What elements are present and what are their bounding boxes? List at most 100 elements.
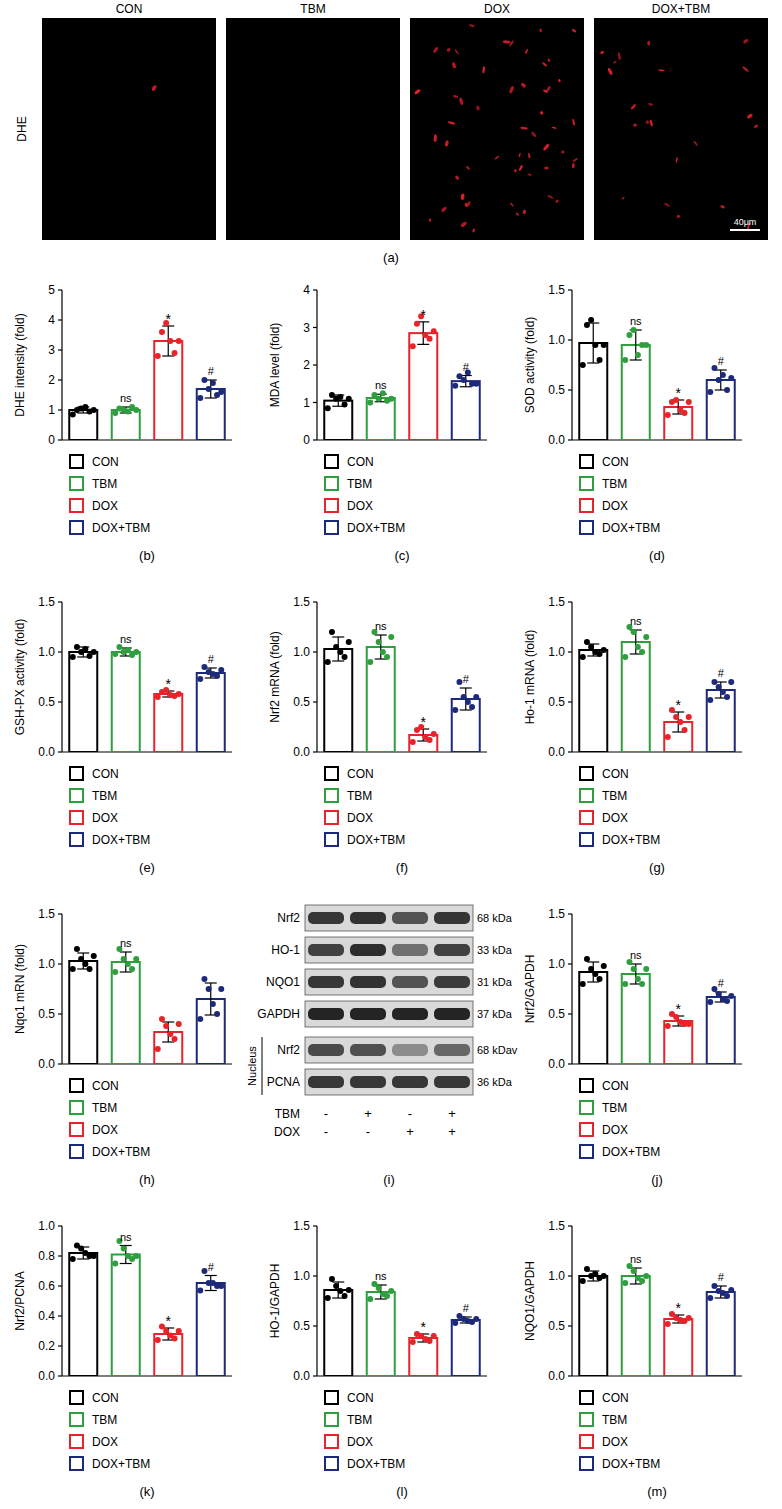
dhe-signal [742,38,749,44]
y-tick-label: 0.5 [293,695,310,709]
significance: ns [120,392,132,404]
treatment-sign: + [406,1124,414,1139]
dhe-signal [453,95,459,99]
data-point [427,737,433,743]
data-point [724,694,730,700]
y-tick [568,1225,572,1226]
data-point [580,362,586,368]
blot-protein: GAPDH [257,1007,300,1021]
data-point [129,966,135,972]
y-tick [58,1063,62,1064]
bar [707,997,735,1064]
data-point [639,1278,645,1284]
y-axis [571,602,572,752]
legend-label: CON [602,1079,629,1093]
data-point [155,1046,161,1052]
blot-strip [305,1069,473,1095]
data-point [91,407,97,413]
legend-swatch [580,1145,593,1158]
data-point [452,383,458,389]
data-point [197,1016,203,1022]
y-tick [58,379,62,380]
chart: 0.00.51.01.5Nrf2/GAPDHns*#CONTBMDOXDOX+T… [523,907,742,1187]
data-point [584,956,590,962]
dhe-signal [720,205,725,209]
y-tick-label: 0.8 [38,1249,55,1263]
data-point [133,1253,139,1259]
legend-swatch [70,1079,83,1092]
bar [579,972,607,1064]
dhe-signal [441,206,448,213]
y-tick [568,913,572,914]
marks [324,313,480,440]
bar [664,1021,692,1064]
y-tick-label: 1.0 [293,1269,310,1283]
data-point [82,961,88,967]
legend-label: CON [347,455,374,469]
blot-strip [305,969,473,995]
chart: 01234MDA level (fold)ns*#CONTBMDOXDOX+TB… [268,283,487,563]
legend-label: TBM [602,1101,627,1115]
legend-swatch [580,499,593,512]
dhe-signal [542,62,548,67]
blot-protein: NQO1 [266,975,300,989]
data-point [665,412,671,418]
error-bar [77,953,89,969]
y-tick-label: 2 [303,358,310,372]
data-point [388,396,394,402]
legend-swatch [70,1435,83,1448]
legend-swatch [325,499,338,512]
significance: # [718,977,725,989]
data-point [329,1276,335,1282]
y-tick-label: 0.0 [548,433,565,447]
y-axis-label: HO-1/GAPDH [268,1264,282,1339]
y-tick [58,963,62,964]
y-tick [568,1325,572,1326]
significance: # [208,365,215,377]
significance: * [421,714,427,730]
data-point [82,404,88,410]
y-tick [313,1225,317,1226]
data-point [643,634,649,640]
significance: # [463,1302,470,1314]
data-point [716,377,722,383]
y-tick-label: 4 [48,313,55,327]
y-tick [58,1315,62,1316]
bar [579,1276,607,1376]
legend-swatch [70,499,83,512]
data-point [711,986,717,992]
significance: ns [630,949,642,961]
legend-label: CON [602,455,629,469]
chart: 0.00.51.01.5NQO1/GAPDHns*#CONTBMDOXDOX+T… [523,1219,742,1499]
data-point [728,375,734,381]
data-point [473,381,479,387]
y-tick-label: 1.5 [293,595,310,609]
data-point [121,1246,127,1252]
blot-band [308,1008,344,1020]
legend-swatch [580,521,593,534]
legend-swatch [70,521,83,534]
data-point [376,396,382,402]
y-tick [568,339,572,340]
y-tick [58,289,62,290]
data-point [176,691,182,697]
y-tick [313,1325,317,1326]
y-tick-label: 1.5 [38,907,55,921]
data-point [580,981,586,987]
significance: ns [120,1231,132,1243]
error-cap [162,1041,174,1042]
significance: * [676,697,682,713]
data-point [376,639,382,645]
significance: * [421,307,427,323]
dhe-signal [613,60,617,64]
legend-swatch [580,789,593,802]
significance: # [208,653,215,665]
data-point [337,1288,343,1294]
error-cap [162,355,174,356]
dhe-signal [648,103,654,107]
dhe-signal [454,49,459,55]
data-point [622,654,628,660]
legend-swatch [70,833,83,846]
dhe-signal [547,194,554,199]
legend-swatch [70,1101,83,1114]
